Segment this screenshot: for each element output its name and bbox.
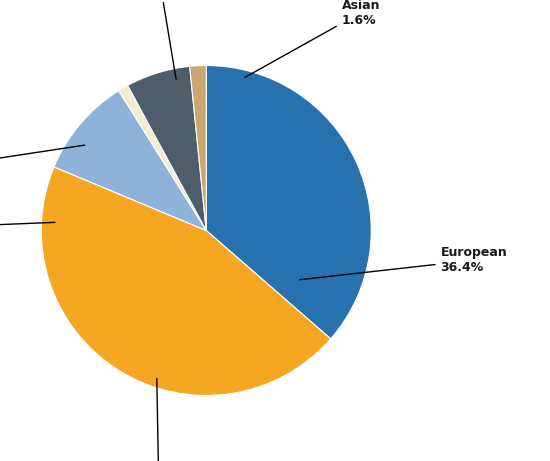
Text: Asian
1.6%: Asian 1.6%	[245, 0, 380, 77]
Text: Pacific Peoples
9.8%: Pacific Peoples 9.8%	[0, 145, 85, 187]
Wedge shape	[190, 65, 206, 230]
Wedge shape	[41, 167, 331, 396]
Wedge shape	[54, 91, 206, 230]
Wedge shape	[119, 85, 206, 230]
Text: Unknown
6.3%: Unknown 6.3%	[128, 0, 192, 79]
Wedge shape	[206, 65, 371, 339]
Wedge shape	[128, 66, 206, 230]
Text: Maori
44.9%: Maori 44.9%	[137, 378, 180, 461]
Text: European
36.4%: European 36.4%	[300, 246, 507, 280]
Text: Other
1.0%: Other 1.0%	[0, 213, 55, 241]
